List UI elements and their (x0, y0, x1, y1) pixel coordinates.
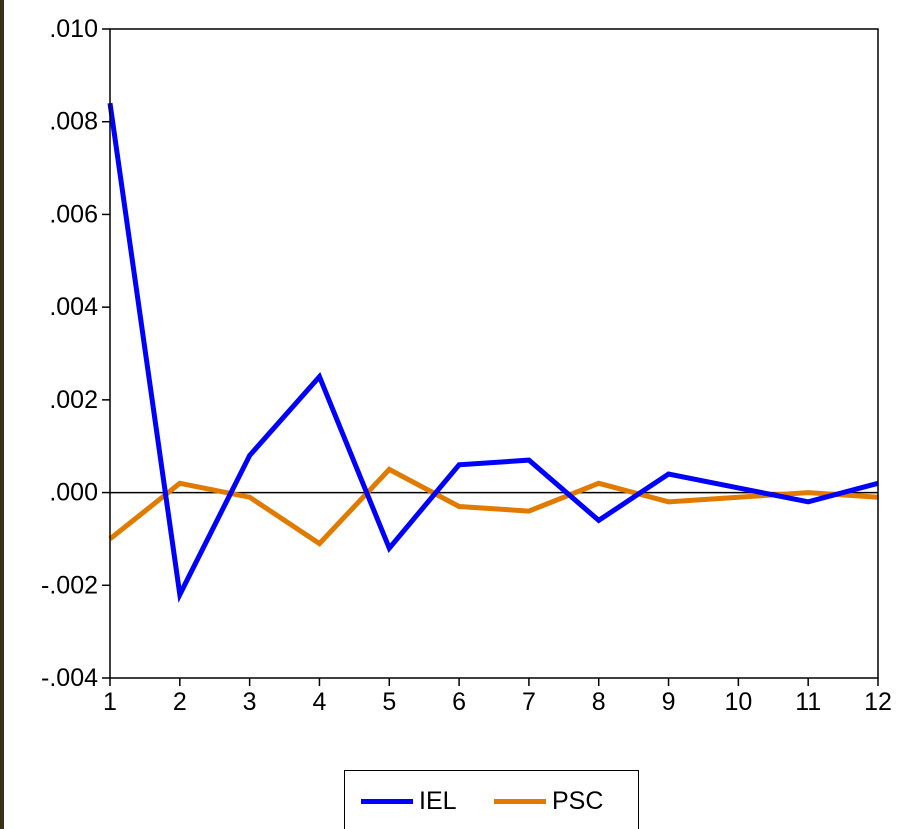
x-tick-label: 4 (313, 688, 327, 716)
window-edge (0, 0, 4, 829)
y-tick-label: .008 (49, 108, 98, 136)
x-tick-label: 5 (382, 688, 396, 716)
x-tick-label: 11 (795, 688, 821, 716)
x-tick-label: 2 (173, 688, 187, 716)
x-tick-label: 9 (662, 688, 676, 716)
legend-item-iel: IEL (361, 785, 457, 817)
legend-label-psc: PSC (552, 786, 604, 815)
legend-swatch-psc (494, 798, 546, 804)
x-tick-label: 1 (103, 688, 117, 716)
x-tick-label: 12 (864, 688, 892, 716)
y-tick-label: .006 (49, 200, 98, 228)
y-tick-label: -.004 (41, 664, 98, 692)
y-tick-label: .010 (49, 15, 98, 43)
x-tick-label: 7 (522, 688, 536, 716)
y-tick-label: -.002 (41, 571, 98, 599)
y-tick-label: .002 (49, 386, 98, 414)
series-line-psc (108, 466, 879, 547)
x-tick-label: 6 (452, 688, 466, 716)
legend: IEL PSC (344, 770, 639, 829)
x-tick-label: 10 (724, 688, 752, 716)
y-tick-label: .004 (49, 293, 98, 321)
y-tick-label: .000 (49, 479, 98, 507)
plot-frame (109, 28, 879, 679)
legend-label-iel: IEL (419, 786, 457, 815)
series-line-iel (107, 102, 879, 603)
legend-swatch-iel (361, 798, 413, 804)
x-tick-label: 3 (243, 688, 257, 716)
x-tick-label: 8 (592, 688, 606, 716)
legend-item-psc: PSC (494, 785, 603, 817)
